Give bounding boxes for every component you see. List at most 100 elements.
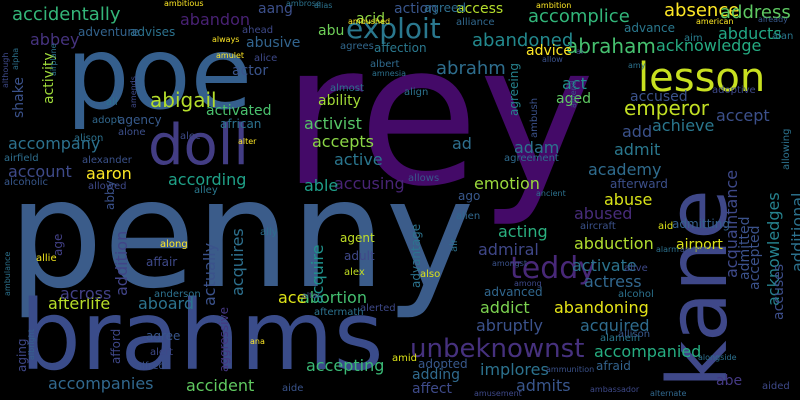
word-accusing: accusing	[334, 174, 405, 193]
word-advises: advises	[130, 25, 176, 39]
word-teddy: teddy	[510, 251, 597, 286]
word-already: already	[758, 15, 788, 24]
word-aang: aang	[258, 1, 293, 17]
word-allowed: allowed	[88, 181, 127, 192]
word-abuse: abuse	[604, 190, 653, 209]
word-accidentally: accidentally	[12, 4, 121, 25]
word-alison: alison	[74, 133, 104, 144]
word-ahead: ahead	[242, 25, 274, 36]
word-airplane: airplane	[49, 43, 58, 76]
word-abduction: abduction	[574, 234, 654, 253]
word-albright: albright	[27, 329, 36, 360]
word-abandon: abandon	[180, 10, 250, 29]
word-adult: adult	[344, 249, 375, 263]
word-according: according	[168, 170, 247, 189]
word-alcohol: alcohol	[618, 289, 654, 300]
word-afterward: afterward	[610, 177, 668, 191]
word-alias: alias	[314, 1, 333, 10]
word-abandoned: abandoned	[472, 30, 574, 51]
word-amulet: amulet	[216, 51, 245, 60]
word-agency: agency	[118, 113, 162, 127]
word-agrees: agrees	[340, 41, 374, 52]
word-aftermath: aftermath	[314, 307, 364, 318]
word-penny: penny	[8, 148, 475, 322]
word-abducts: abducts	[718, 24, 782, 43]
word-andrea: andrea	[680, 245, 708, 254]
word-alex: alex	[344, 267, 365, 278]
word-african: african	[220, 117, 262, 131]
word-acid: acid	[356, 11, 386, 27]
word-affect: affect	[412, 381, 453, 397]
word-across: across	[60, 284, 112, 303]
word-ambrose: ambrose	[286, 0, 321, 8]
word-activist: activist	[304, 114, 362, 133]
word-ace: ace	[278, 288, 307, 307]
word-actor: actor	[232, 63, 269, 79]
word-ambulance: ambulance	[3, 251, 12, 296]
word-doll: doll	[148, 113, 249, 178]
word-emotion: emotion	[474, 174, 540, 193]
word-agreeing: agreeing	[507, 63, 521, 116]
word-alien: alien	[456, 211, 481, 222]
word-accompanies: accompanies	[48, 374, 154, 393]
word-alternate: alternate	[650, 389, 687, 398]
word-allow: allow	[542, 55, 563, 64]
word-alone: alone	[118, 127, 146, 138]
word-account: account	[8, 162, 72, 181]
word-academy: academy	[588, 160, 662, 179]
word-airfield: airfield	[4, 153, 39, 164]
word-allowing: allowing	[781, 128, 792, 170]
word-amnesia: amnesia	[372, 69, 406, 78]
word-ancient: ancient	[536, 189, 566, 198]
word-allows: allows	[408, 173, 440, 184]
word-abraham: abraham	[566, 34, 656, 58]
word-accompanied: accompanied	[594, 342, 702, 361]
word-aim: aim	[684, 33, 703, 44]
word-among: among	[514, 279, 542, 288]
word-admitting: admitting	[672, 217, 730, 231]
word-actually: actually	[200, 242, 219, 306]
word-alliance: alliance	[456, 17, 495, 28]
word-alcoholic: alcoholic	[4, 177, 49, 188]
word-alpha: alpha	[11, 47, 20, 70]
word-addition: addition	[112, 230, 131, 296]
word-actress: actress	[584, 272, 642, 291]
word-admits: admits	[516, 376, 571, 395]
word-affection: affection	[374, 41, 427, 55]
word-agreed: agreed	[424, 1, 467, 15]
word-admit: admit	[614, 140, 661, 159]
word-advice: advice	[526, 43, 572, 59]
word-air: air	[449, 238, 460, 252]
word-adopted: adopted	[418, 357, 468, 371]
word-accepts: accepts	[312, 132, 375, 151]
word-active: active	[334, 150, 383, 169]
word-abe: abe	[716, 373, 743, 389]
word-altar: altar	[302, 291, 321, 300]
word-airport: airport	[676, 237, 723, 253]
word-accomplice: accomplice	[528, 6, 630, 27]
word-accompany: accompany	[8, 134, 101, 153]
word-ability: ability	[318, 93, 361, 109]
word-along: along	[160, 239, 188, 250]
word-amend: amend	[569, 80, 578, 108]
word-also: also	[420, 269, 441, 280]
word-abigail: abigail	[150, 88, 217, 112]
word-allison: allison	[618, 329, 651, 340]
word-rey: rey	[282, 2, 595, 230]
word-amid: amid	[392, 353, 417, 364]
word-abby: abby	[103, 180, 117, 210]
word-american: american	[696, 17, 734, 26]
word-ago: ago	[458, 189, 481, 203]
word-add: add	[622, 122, 653, 141]
word-ambassador: ambassador	[590, 385, 640, 394]
word-absence: absence	[664, 0, 740, 21]
word-accused: accused	[630, 89, 688, 105]
word-aaron: aaron	[86, 164, 132, 183]
word-alongside: alongside	[698, 353, 737, 362]
word-additional: additional	[788, 192, 800, 272]
word-abruptly: abruptly	[476, 316, 544, 335]
word-alec: alec	[180, 131, 201, 142]
word-align: align	[404, 87, 429, 98]
word-aide: aide	[282, 383, 304, 394]
